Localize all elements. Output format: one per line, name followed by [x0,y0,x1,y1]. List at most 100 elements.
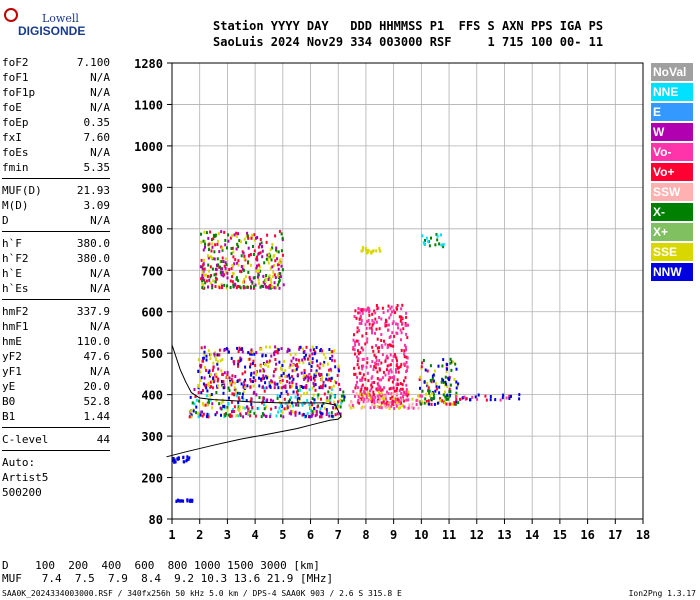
echo-point [384,342,387,346]
echo-point [424,397,427,401]
echo-point [455,391,458,395]
echo-point [357,339,360,343]
echo-point [442,245,445,249]
echo-point [380,333,383,336]
echo-point [241,396,244,399]
echo-point [441,364,444,368]
echo-point [446,393,449,397]
echo-point [457,382,460,386]
echo-point [389,363,392,367]
param-separator [2,178,110,179]
echo-point [203,352,206,356]
echo-point [307,376,310,380]
echo-point [277,410,280,414]
echo-point [300,371,303,375]
echo-point [295,390,298,394]
echo-point [378,405,381,409]
echo-point [269,415,272,419]
param-row: yF1 N/A [2,364,110,379]
echo-point [376,370,379,374]
echo-point [387,304,390,308]
echo-point [425,400,428,403]
echo-point [232,250,235,254]
echo-point [280,366,282,370]
echo-point [462,396,465,400]
echo-point [234,390,237,394]
echo-point [254,283,257,287]
echo-point [331,354,334,358]
echo-point [386,400,389,404]
echo-point [233,387,236,391]
echo-point [244,386,247,389]
echo-point [199,370,202,374]
software-version: Ion2Png 1.3.17 [628,589,696,598]
echo-point [355,339,358,343]
echo-point [295,358,298,362]
echo-point [357,398,360,402]
echo-point [222,380,225,384]
echo-point [391,331,394,335]
param-value: 21.93 [76,184,110,197]
echo-point [177,457,180,461]
x-tick-label: 18 [636,528,650,542]
echo-point [263,403,265,407]
echo-point [327,390,330,394]
echo-point [340,401,343,405]
x-tick-label: 10 [414,528,428,542]
echo-point [318,374,321,377]
echo-point [269,286,272,290]
echo-point [255,393,258,397]
echo-point [393,353,396,356]
echo-point [237,245,240,249]
echo-point [405,355,408,359]
echo-point [263,369,266,373]
echo-point [403,379,405,383]
echo-point [438,242,441,246]
echo-point [263,376,266,380]
echo-point [221,248,224,252]
echo-point [280,347,283,351]
electron-density-profile [166,344,342,458]
echo-point [320,415,323,419]
echo-point [393,407,396,410]
param-value: N/A [90,282,110,295]
echo-point [209,353,212,357]
echo-point [427,389,430,393]
echo-point [387,378,390,382]
param-label: h`E [2,267,22,280]
echo-point [469,398,471,402]
echo-point [203,350,206,354]
echo-point [188,415,191,419]
echo-point [322,380,325,384]
echo-point [371,329,374,332]
echo-point [268,345,271,349]
param-label: hmF1 [2,320,29,333]
echo-point [200,363,203,367]
echo-point [238,405,241,409]
echo-point [324,356,327,360]
echo-point [445,402,448,406]
echo-point [214,358,217,362]
echo-point [280,232,283,236]
echo-point [386,405,389,409]
echo-point [217,367,220,371]
echo-point [258,396,261,400]
echo-point [448,395,451,399]
echo-point [328,399,331,402]
echo-point [256,255,258,259]
echo-point [357,349,359,353]
echo-point [390,404,393,408]
echo-point [400,338,402,342]
echo-point [422,241,425,245]
echo-point [430,402,433,406]
echo-point [371,319,374,322]
echo-point [421,389,424,393]
echo-point [284,384,287,388]
param-value: 5.35 [83,161,111,174]
echo-point [210,373,212,377]
echo-point [215,375,218,379]
echo-point [376,337,379,341]
echo-point [356,330,359,334]
echo-point [337,369,340,373]
echo-point [278,376,281,380]
